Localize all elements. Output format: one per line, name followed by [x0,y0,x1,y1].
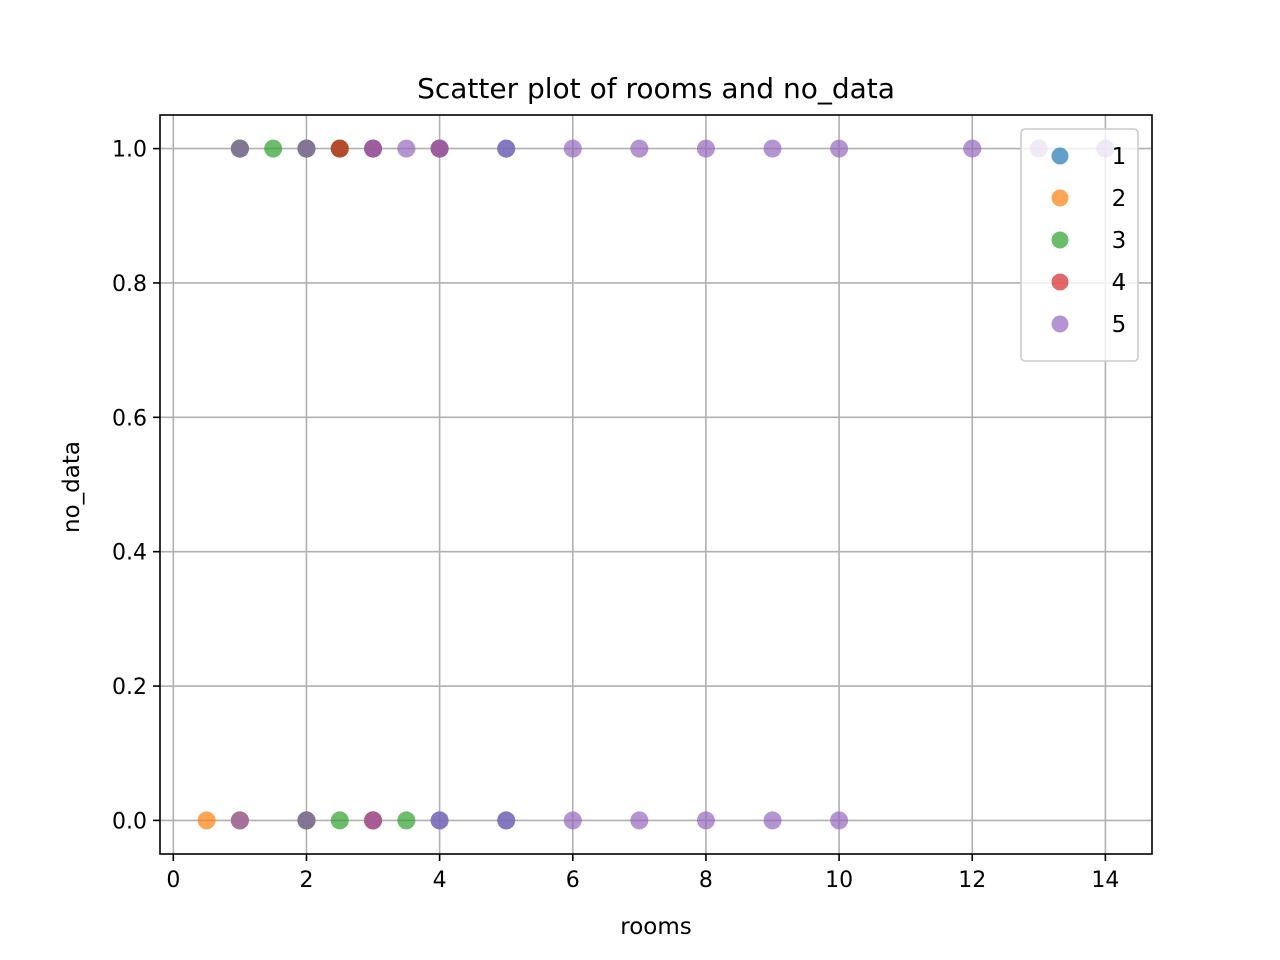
data-point-series-5 [630,139,649,158]
data-point-series-5 [563,139,582,158]
data-point-series-2 [197,811,216,830]
data-point-series-5 [763,811,782,830]
legend-marker [1051,189,1069,207]
data-points [197,139,1115,830]
data-point-series-5 [364,811,383,830]
axis-ticks: 0 2 4 6 8 10 12 14 0.0 0.2 0.4 0.6 0.8 1.0 [112,138,1119,893]
data-point-series-5 [230,811,249,830]
legend-marker [1051,315,1069,333]
data-point-series-5 [230,139,249,158]
data-point-series-5 [397,139,416,158]
data-point-series-5 [763,139,782,158]
legend-marker [1051,147,1069,165]
legend-marker [1051,273,1069,291]
legend-box [1020,128,1139,362]
x-tick-label: 10 [825,868,853,893]
data-point-series-3 [330,811,349,830]
legend-label: 3 [1112,228,1127,254]
data-point-series-4 [330,139,349,158]
x-tick-label: 14 [1091,868,1119,893]
chart-title: Scatter plot of rooms and no_data [417,72,895,105]
data-point-series-5 [963,139,982,158]
legend-label: 4 [1112,270,1127,296]
y-tick-label: 0.4 [112,541,147,566]
y-tick-label: 0.6 [112,406,147,431]
y-axis-label: no_data [59,441,85,533]
x-tick-label: 12 [958,868,986,893]
data-point-series-5 [830,811,849,830]
y-tick-label: 0.8 [112,272,147,297]
data-point-series-5 [696,811,715,830]
x-tick-label: 2 [299,868,313,893]
y-tick-label: 0.2 [112,675,147,700]
x-tick-label: 0 [166,868,180,893]
data-point-series-5 [364,139,383,158]
data-point-series-5 [430,811,449,830]
data-point-series-5 [563,811,582,830]
data-point-series-5 [297,811,316,830]
data-point-series-3 [264,139,283,158]
data-point-series-5 [497,139,516,158]
legend: 1 2 3 4 5 [1020,128,1139,362]
legend-marker [1051,231,1069,249]
legend-label: 2 [1112,186,1127,212]
data-point-series-5 [497,811,516,830]
y-tick-label: 1.0 [112,138,147,163]
x-tick-label: 6 [566,868,580,893]
data-point-series-5 [630,811,649,830]
data-point-series-5 [297,139,316,158]
data-point-series-5 [830,139,849,158]
x-tick-label: 4 [433,868,447,893]
legend-label: 5 [1112,312,1127,338]
plot-frame [159,114,1153,855]
plot-area [160,115,1152,854]
x-axis-label: rooms [620,914,691,940]
y-tick-label: 0.0 [112,809,147,834]
x-tick-label: 8 [699,868,713,893]
data-point-series-5 [696,139,715,158]
data-point-series-3 [397,811,416,830]
data-point-series-5 [430,139,449,158]
legend-label: 1 [1112,144,1127,170]
